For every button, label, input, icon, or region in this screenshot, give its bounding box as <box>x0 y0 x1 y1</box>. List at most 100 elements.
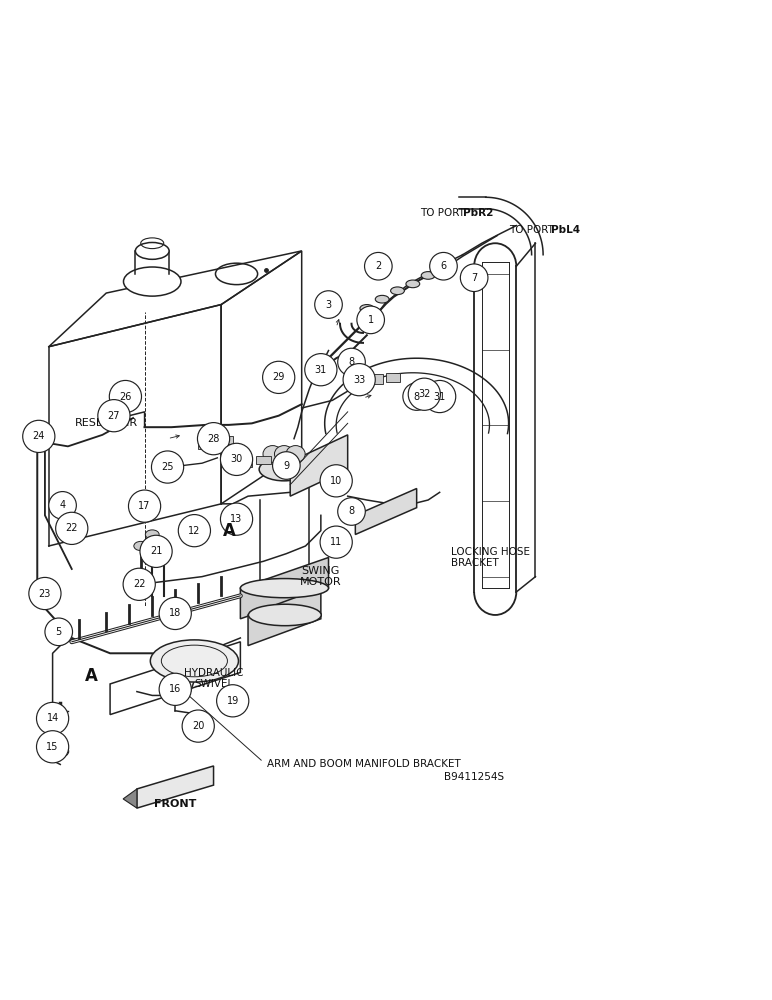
Circle shape <box>305 354 337 386</box>
Circle shape <box>140 535 172 567</box>
Circle shape <box>159 597 191 630</box>
Ellipse shape <box>240 579 329 598</box>
Circle shape <box>36 731 69 763</box>
Polygon shape <box>355 489 417 534</box>
Ellipse shape <box>52 746 69 757</box>
Circle shape <box>98 400 130 432</box>
Ellipse shape <box>259 458 309 481</box>
Ellipse shape <box>275 446 293 462</box>
Text: 33: 33 <box>353 375 365 385</box>
Ellipse shape <box>134 541 147 551</box>
Circle shape <box>178 515 211 547</box>
Text: TO PORT: TO PORT <box>421 208 469 218</box>
Circle shape <box>29 577 61 610</box>
Bar <box>236 459 252 467</box>
Text: 13: 13 <box>230 514 242 524</box>
Circle shape <box>262 361 295 393</box>
Circle shape <box>123 568 155 600</box>
Circle shape <box>357 306 384 334</box>
Text: SWING
MOTOR: SWING MOTOR <box>300 566 342 587</box>
Bar <box>351 374 365 384</box>
Circle shape <box>151 451 184 483</box>
Circle shape <box>217 685 249 717</box>
Text: 8: 8 <box>348 506 354 516</box>
Ellipse shape <box>406 280 420 288</box>
Text: 2: 2 <box>375 261 381 271</box>
Circle shape <box>182 710 215 742</box>
Text: 31: 31 <box>315 365 327 375</box>
Polygon shape <box>240 557 329 619</box>
Circle shape <box>45 618 73 646</box>
Circle shape <box>56 512 88 544</box>
Text: 24: 24 <box>32 431 45 441</box>
Circle shape <box>364 252 392 280</box>
Text: TO PORT: TO PORT <box>509 225 557 235</box>
Circle shape <box>408 378 440 410</box>
Text: 10: 10 <box>330 476 342 486</box>
Text: 26: 26 <box>119 392 131 402</box>
Text: 29: 29 <box>273 372 285 382</box>
Ellipse shape <box>124 267 181 296</box>
Text: 20: 20 <box>192 721 205 731</box>
Text: RESERVOIR: RESERVOIR <box>75 418 138 428</box>
Text: 12: 12 <box>188 526 201 536</box>
Text: 19: 19 <box>227 696 239 706</box>
Circle shape <box>128 490 161 522</box>
Polygon shape <box>290 435 347 496</box>
Ellipse shape <box>151 640 239 682</box>
Text: 15: 15 <box>46 742 59 752</box>
Circle shape <box>221 443 252 475</box>
Polygon shape <box>123 789 137 808</box>
Bar <box>386 373 400 382</box>
Ellipse shape <box>157 541 171 551</box>
Text: 21: 21 <box>150 546 162 556</box>
Text: 17: 17 <box>138 501 151 511</box>
Circle shape <box>320 526 352 558</box>
Circle shape <box>337 498 365 525</box>
Text: 22: 22 <box>133 579 145 589</box>
Ellipse shape <box>145 530 159 539</box>
Ellipse shape <box>249 604 321 626</box>
Text: 8: 8 <box>414 392 420 402</box>
Circle shape <box>198 423 229 455</box>
Text: A: A <box>222 522 235 540</box>
Circle shape <box>159 673 191 705</box>
Text: 32: 32 <box>418 389 431 399</box>
Text: 11: 11 <box>330 537 342 547</box>
Text: PbL4: PbL4 <box>550 225 580 235</box>
Text: 16: 16 <box>169 684 181 694</box>
Ellipse shape <box>391 287 405 295</box>
Bar <box>218 436 232 444</box>
Circle shape <box>320 465 352 497</box>
Ellipse shape <box>375 295 389 303</box>
Ellipse shape <box>263 446 282 462</box>
Ellipse shape <box>360 305 374 312</box>
Circle shape <box>315 291 342 318</box>
Text: HYDRAULIC
SWIVEL: HYDRAULIC SWIVEL <box>184 668 243 689</box>
Ellipse shape <box>422 272 435 279</box>
Text: 23: 23 <box>39 589 51 599</box>
Circle shape <box>273 452 300 479</box>
Ellipse shape <box>135 242 169 259</box>
Polygon shape <box>248 588 321 646</box>
Circle shape <box>424 380 455 413</box>
Bar <box>369 374 383 384</box>
Circle shape <box>337 348 365 376</box>
Text: 14: 14 <box>46 713 59 723</box>
Text: 7: 7 <box>471 273 477 283</box>
Bar <box>198 441 214 449</box>
Text: 3: 3 <box>326 300 332 310</box>
Text: 25: 25 <box>161 462 174 472</box>
Text: 6: 6 <box>440 261 446 271</box>
Text: PbR2: PbR2 <box>462 208 493 218</box>
Polygon shape <box>137 766 214 808</box>
Text: 9: 9 <box>283 461 290 471</box>
Circle shape <box>430 252 457 280</box>
Circle shape <box>343 364 375 396</box>
Text: 1: 1 <box>367 315 374 325</box>
Text: 18: 18 <box>169 608 181 618</box>
Text: 31: 31 <box>434 392 445 402</box>
Circle shape <box>110 380 141 413</box>
Bar <box>256 456 271 464</box>
Text: ARM AND BOOM MANIFOLD BRACKET: ARM AND BOOM MANIFOLD BRACKET <box>267 759 461 769</box>
